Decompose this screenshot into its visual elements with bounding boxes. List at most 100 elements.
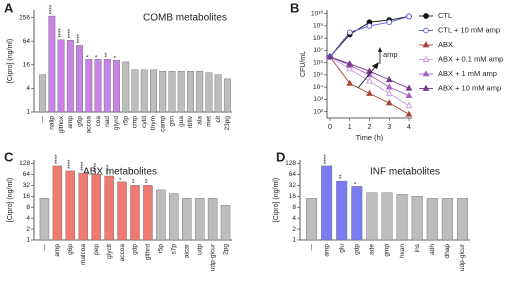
bar [130,185,140,241]
marker [406,13,412,20]
y-tick-label: 2 [292,226,296,233]
bar [150,69,157,113]
y-tick-label: 4 [26,85,30,92]
y-tick-label: 10⁸ [313,35,323,42]
y-tick-label: 4 [292,215,296,222]
x-tick-label: aicar [183,243,190,258]
annotation: amp [383,50,398,59]
marker [423,27,429,34]
annotation-up-arrowhead [378,47,382,52]
x-tick-label: met [206,116,213,127]
y-axis-label: CFU/mL [300,51,307,77]
x-tick-label: — [41,244,48,251]
bar [456,198,468,241]
marker [385,99,393,106]
significance-label: * [96,54,102,57]
x-tick-label: ins [414,243,421,252]
y-tick-label: 10⁴ [313,84,323,91]
x-tick-label: nalip [49,116,56,130]
bar [207,198,218,241]
significance-label: **** [81,161,87,171]
panel-label: A [4,0,14,15]
y-tick-label: 128 [285,160,296,167]
y-tick-label: 10² [314,108,324,115]
bar [426,198,438,241]
x-tick-label: 2pg [222,244,229,255]
y-tick-label: 1 [26,237,30,244]
y-tick-label: 10⁵ [313,72,323,79]
x-tick-label: gua [178,116,185,127]
x-tick-label: 2 [368,124,372,131]
x-tick-label: 4 [407,124,411,131]
bar [76,45,84,113]
x-tick-label: gsn [169,116,176,127]
significance-label: **** [324,154,330,164]
chart-title: COMB metabolites [143,13,227,24]
y-axis-label: [Cipro] (ng/ml) [273,178,280,222]
y-tick-label: 16 [23,62,31,69]
legend-label: CTL + 10 mM amp [438,25,500,34]
panel-label: B [290,0,299,15]
marker [366,23,373,29]
bar [177,70,185,113]
x-tick-label: hxan [399,244,406,258]
significance-label: ** [105,52,111,57]
bar [91,173,101,241]
bar [57,39,65,113]
x-tick-label: gdp [132,244,139,255]
x-tick-label: glthox [58,115,65,133]
y-axis-label: [Cipro] (ng/ml) [7,39,14,83]
legend-label: CTL [438,11,452,20]
bar [214,74,222,113]
bar [39,198,50,241]
y-tick-label: 10⁶ [313,59,323,66]
bar [140,69,148,113]
y-tick-label: 128 [19,160,30,167]
panel-label: D [276,149,285,164]
significance-label: **** [77,33,83,43]
significance-label: **** [68,28,74,38]
significance-label: **** [55,154,61,164]
bar [168,70,176,113]
bar [122,61,130,113]
marker [385,89,393,96]
x-tick-label: r5p [122,116,129,126]
x-tick-label: amp [67,116,74,129]
x-tick-label: adh [429,244,436,255]
legend-label: ABX [438,40,453,49]
bar [65,170,76,241]
bar [186,70,194,113]
y-tick-label: 1 [26,109,30,116]
marker [422,41,430,48]
bar [306,198,318,241]
chart-title: INF metabolites [370,167,440,178]
x-tick-label: 23pg [224,116,231,131]
y-tick-label: 4 [26,215,30,222]
marker [366,77,373,84]
x-tick-label: — [39,116,46,123]
y-tick-label: 1 [292,237,296,244]
y-tick-label: 16 [23,193,31,200]
marker [326,52,334,60]
x-tick-label: amp [54,244,61,257]
x-tick-label: glu [338,244,345,253]
annotation-arrowhead [372,62,379,69]
bar [441,198,453,241]
x-tick-label: ade [369,244,376,255]
marker [423,13,429,19]
x-tick-label: gdp [354,244,361,255]
x-tick-label: cit [215,116,222,123]
x-tick-label: udp-glcur [209,243,216,271]
bar [411,196,423,241]
x-tick-label: glthrd [145,244,152,261]
y-tick-label: 64 [23,171,31,178]
bar [85,59,93,113]
x-tick-label: nad [104,116,111,127]
marker [422,55,430,62]
bar [78,172,88,241]
y-tick-label: 32 [289,182,297,189]
x-tick-label: — [308,244,315,251]
x-tick-label: thym [150,116,157,130]
